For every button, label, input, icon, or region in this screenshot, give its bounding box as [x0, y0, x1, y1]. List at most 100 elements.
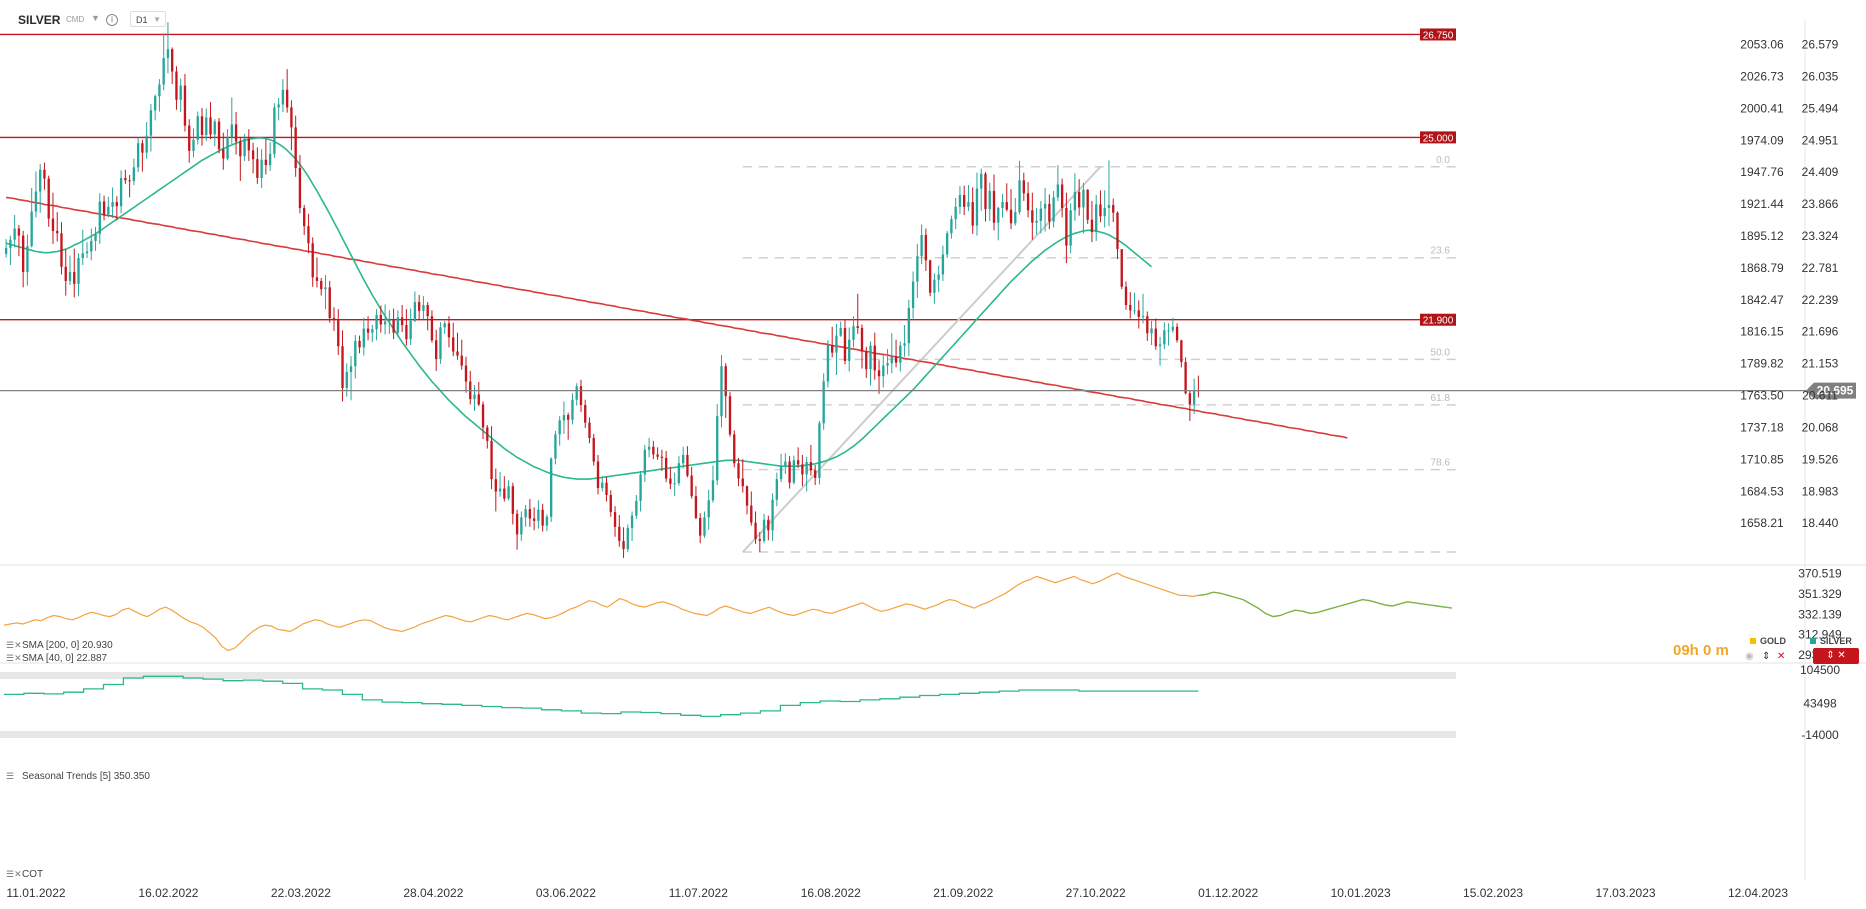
candle-body [1082, 189, 1085, 208]
candle-body [562, 415, 566, 421]
candle-body [486, 427, 489, 441]
candle-body [34, 191, 38, 212]
info-icon[interactable]: i [106, 14, 118, 26]
candle-body [443, 323, 446, 328]
settings-icon[interactable]: ☰✕ [6, 869, 22, 879]
candle-body [984, 173, 987, 210]
sma200-legend[interactable]: ☰✕SMA [200, 0] 20.930 [6, 640, 113, 651]
candle-body [1086, 189, 1089, 220]
candle-body [839, 327, 842, 336]
candle-body [669, 478, 672, 484]
seasonal-tick-label: 351.329 [1798, 587, 1842, 601]
eye-icon[interactable]: ◉ [1745, 651, 1754, 662]
candle-body [899, 345, 902, 363]
candle-body [975, 188, 979, 226]
pane-band [0, 731, 1456, 738]
candle-body [852, 326, 855, 340]
candle-body [1073, 192, 1077, 211]
candle-body [388, 319, 391, 322]
candle-body [1052, 197, 1055, 222]
price-tick-label: 18.983 [1802, 484, 1839, 498]
candle-body [64, 266, 67, 281]
date-tick-label: 12.04.2023 [1728, 886, 1788, 900]
candle-body [1022, 180, 1025, 194]
settings-icon[interactable]: ☰ [6, 771, 15, 781]
silver-controls-button[interactable]: ⇕ ✕ [1813, 648, 1859, 664]
gold-tick-label: 1763.50 [1740, 389, 1784, 403]
price-tick-label: 21.153 [1802, 357, 1839, 371]
candle-body [277, 104, 280, 108]
candle-body [920, 235, 923, 257]
candle-body [209, 117, 212, 135]
candle-body [256, 159, 259, 178]
candle-body [171, 49, 174, 72]
candle-body [4, 247, 8, 254]
candle-body [366, 328, 370, 333]
chevron-down-icon[interactable]: ▼ [91, 13, 100, 23]
candle-body [601, 482, 604, 488]
legend-silver[interactable]: SILVER [1810, 636, 1852, 646]
candle-body [188, 125, 191, 151]
cot-tick-label: 43498 [1803, 696, 1837, 710]
candle-body [175, 71, 178, 100]
candle-body [903, 343, 906, 346]
candle-body [584, 405, 587, 423]
market-label: CMD [66, 15, 85, 24]
seasonal-forward-line [1198, 591, 1453, 618]
candle-body [1163, 330, 1166, 345]
price-tick-label: 21.696 [1802, 325, 1839, 339]
candle-body [1069, 210, 1072, 246]
candle-body [119, 177, 123, 207]
price-tick-label: 25.494 [1802, 101, 1839, 115]
candle-body [307, 226, 310, 244]
candle-body [843, 327, 847, 361]
candle-body [515, 513, 519, 535]
candle-body [681, 455, 685, 464]
candle-body [558, 420, 561, 435]
candle-body [247, 138, 251, 151]
sma40-legend[interactable]: ☰✕SMA [40, 0] 22.887 [6, 653, 107, 664]
candle-body [102, 201, 106, 215]
candle-body [592, 437, 595, 462]
close-icon[interactable]: ✕ [1777, 651, 1786, 662]
candle-body [1043, 203, 1047, 209]
candle-body [686, 455, 689, 476]
candle-body [792, 460, 796, 483]
candle-body [1158, 344, 1162, 347]
candle-body [1133, 310, 1136, 312]
candle-body [226, 137, 229, 159]
date-tick-label: 28.04.2022 [403, 886, 463, 900]
candle-body [588, 422, 591, 438]
symbol-name[interactable]: SILVER [18, 13, 61, 27]
timeframe-select[interactable]: D1 ▼ [130, 11, 166, 27]
legend-gold[interactable]: GOLD [1750, 636, 1786, 646]
candle-body [85, 251, 89, 254]
candle-body [149, 110, 153, 136]
candle-body [831, 345, 834, 353]
candle-body [1090, 219, 1094, 233]
candle-body [541, 509, 544, 526]
sort-icon[interactable]: ⇕ [1762, 651, 1771, 662]
settings-icon[interactable]: ☰✕ [6, 640, 22, 650]
cot-legend[interactable]: ☰✕COT [6, 869, 43, 880]
candle-body [315, 277, 319, 281]
seasonal-historic-line [3, 572, 1199, 652]
candle-body [980, 173, 983, 189]
candle-body [503, 488, 506, 499]
candle-body [426, 305, 429, 317]
seasonal-legend[interactable]: ☰ Seasonal Trends [5] 350.350 [6, 771, 150, 782]
sma40-line [5, 137, 1153, 480]
price-tick-label: 24.409 [1802, 165, 1839, 179]
candle-body [498, 488, 502, 492]
gold-tick-label: 1710.85 [1740, 452, 1784, 466]
candle-body [779, 466, 783, 480]
candle-body [13, 228, 16, 240]
date-tick-label: 11.01.2022 [6, 886, 65, 900]
candle-body [68, 272, 72, 281]
candle-body [456, 351, 459, 356]
candle-body [1001, 202, 1004, 208]
candle-body [332, 317, 336, 321]
candle-body [17, 228, 21, 236]
settings-icon[interactable]: ☰✕ [6, 653, 22, 663]
